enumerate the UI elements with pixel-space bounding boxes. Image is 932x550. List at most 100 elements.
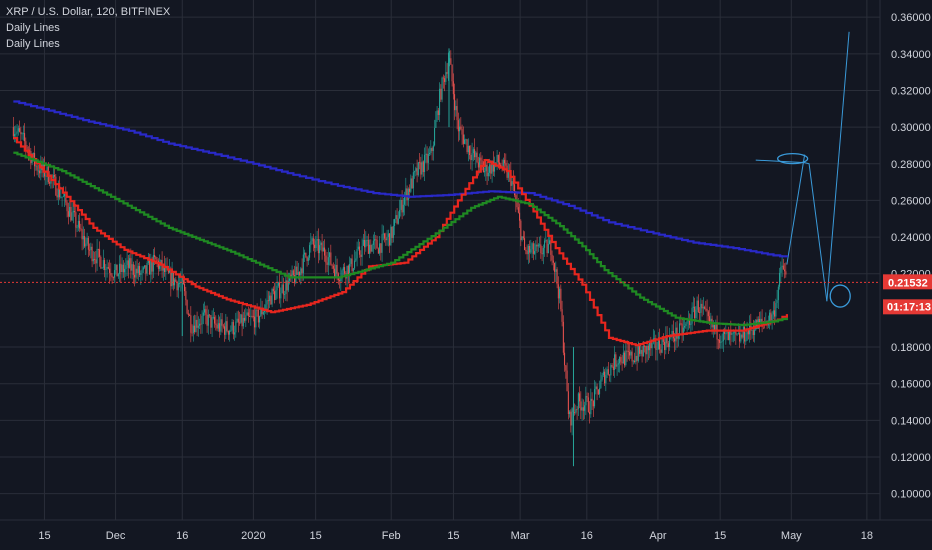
candle-body bbox=[24, 133, 26, 142]
price-axis[interactable]: 0.36000 0.34000 0.32000 0.30000 0.28000 0.260… bbox=[891, 12, 931, 501]
candle-body bbox=[586, 396, 588, 398]
candle-body bbox=[64, 193, 66, 197]
candle-body bbox=[440, 88, 442, 100]
candle-body bbox=[106, 266, 108, 270]
candle-body bbox=[710, 318, 712, 322]
candle-body bbox=[311, 238, 313, 242]
candle-body bbox=[375, 239, 377, 241]
candle-body bbox=[385, 238, 387, 241]
candle-body bbox=[56, 195, 58, 198]
candle-body bbox=[701, 303, 703, 309]
time-axis[interactable]: 15 Dec 16 2020 15 Feb 15 Mar 16 Apr 15 May 18 bbox=[38, 530, 873, 542]
candle-body bbox=[379, 243, 381, 254]
candle-body bbox=[339, 280, 341, 282]
candle-body bbox=[410, 178, 412, 192]
candle-body bbox=[231, 321, 233, 331]
candle-body bbox=[257, 309, 259, 323]
candle-body bbox=[736, 333, 738, 335]
candle-body bbox=[61, 196, 63, 198]
candle-body bbox=[547, 243, 549, 254]
candle-body bbox=[254, 316, 256, 328]
candle-body bbox=[186, 300, 188, 314]
candle-body bbox=[735, 331, 737, 335]
candle-body bbox=[782, 265, 784, 270]
candle-body bbox=[642, 345, 644, 357]
candle-body bbox=[297, 271, 299, 275]
candle-body bbox=[194, 325, 196, 333]
candle-body bbox=[200, 323, 202, 325]
candle-body bbox=[640, 349, 642, 354]
candle-body bbox=[399, 209, 401, 219]
candle-body bbox=[227, 330, 229, 335]
moving-average-blue bbox=[13, 100, 788, 258]
candle-body bbox=[479, 157, 481, 168]
target-circle bbox=[776, 152, 809, 165]
candle-body bbox=[25, 141, 27, 147]
candle-body bbox=[581, 407, 583, 411]
candle-body bbox=[236, 318, 238, 322]
candle-body bbox=[304, 252, 306, 255]
trend-drawing[interactable] bbox=[755, 31, 851, 308]
candle-body bbox=[132, 264, 134, 275]
candle-body bbox=[525, 250, 527, 251]
candle-body bbox=[250, 315, 252, 317]
candle-body bbox=[89, 249, 91, 251]
indicator-label[interactable]: Daily Lines bbox=[6, 38, 60, 50]
candle-body bbox=[404, 196, 406, 205]
candle-body bbox=[197, 325, 199, 328]
candle-body bbox=[67, 211, 69, 217]
y-tick-label: 0.26000 bbox=[891, 195, 931, 207]
candle-body bbox=[201, 315, 203, 325]
candle-body bbox=[239, 322, 241, 324]
candle-body bbox=[109, 268, 111, 273]
symbol-title[interactable]: XRP / U.S. Dollar, 120, BITFINEX bbox=[6, 6, 171, 18]
candle-body bbox=[435, 120, 437, 129]
candle-body bbox=[722, 330, 724, 342]
candle-body bbox=[222, 325, 224, 327]
candle-body bbox=[94, 259, 96, 260]
candle-body bbox=[580, 401, 582, 411]
candle-body bbox=[727, 331, 729, 341]
candle-body bbox=[569, 411, 571, 414]
candle-body bbox=[271, 288, 273, 305]
indicator-label[interactable]: Daily Lines bbox=[6, 22, 60, 34]
candle-body bbox=[396, 215, 398, 224]
candle-body bbox=[116, 264, 118, 277]
candle-body bbox=[336, 264, 338, 274]
candle-body bbox=[344, 267, 346, 274]
candle-body bbox=[676, 327, 678, 339]
candle-body bbox=[511, 181, 513, 186]
candle-body bbox=[427, 154, 429, 163]
candle-body bbox=[557, 284, 559, 299]
candle-body bbox=[280, 293, 282, 299]
candle-body bbox=[491, 161, 493, 174]
candle-body bbox=[14, 134, 16, 137]
candle-body bbox=[637, 345, 639, 361]
candle-body bbox=[117, 273, 119, 277]
candle-body bbox=[282, 284, 284, 295]
candle-body bbox=[446, 72, 448, 74]
candle-body bbox=[294, 275, 296, 283]
candle-body bbox=[481, 160, 483, 165]
candle-body bbox=[562, 321, 564, 353]
candle-body bbox=[176, 281, 178, 291]
candle-body bbox=[394, 219, 396, 226]
candle-body bbox=[325, 255, 327, 263]
candle-body bbox=[212, 317, 214, 318]
candle-body bbox=[431, 148, 433, 152]
candle-body bbox=[646, 345, 648, 355]
candle-body bbox=[625, 350, 627, 366]
candle-body bbox=[709, 316, 711, 322]
candle-body bbox=[150, 260, 152, 275]
candle-body bbox=[240, 314, 242, 323]
candle-body bbox=[340, 277, 342, 282]
candle-body bbox=[614, 354, 616, 371]
candle-body bbox=[601, 375, 603, 380]
candle-body bbox=[126, 260, 128, 266]
candle-body bbox=[107, 266, 109, 269]
candle-body bbox=[596, 386, 598, 390]
candle-body bbox=[470, 155, 472, 161]
candle-body bbox=[471, 153, 473, 161]
chart-legend: XRP / U.S. Dollar, 120, BITFINEX Daily L… bbox=[6, 4, 170, 52]
